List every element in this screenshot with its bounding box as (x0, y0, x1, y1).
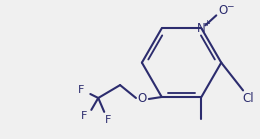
Text: O: O (219, 4, 228, 17)
Text: F: F (105, 115, 111, 125)
Text: −: − (226, 1, 234, 10)
Text: F: F (81, 111, 88, 121)
Text: N: N (197, 22, 206, 35)
Text: F: F (78, 85, 84, 95)
Text: Cl: Cl (242, 92, 254, 105)
Text: O: O (137, 92, 147, 106)
Text: +: + (203, 19, 210, 28)
